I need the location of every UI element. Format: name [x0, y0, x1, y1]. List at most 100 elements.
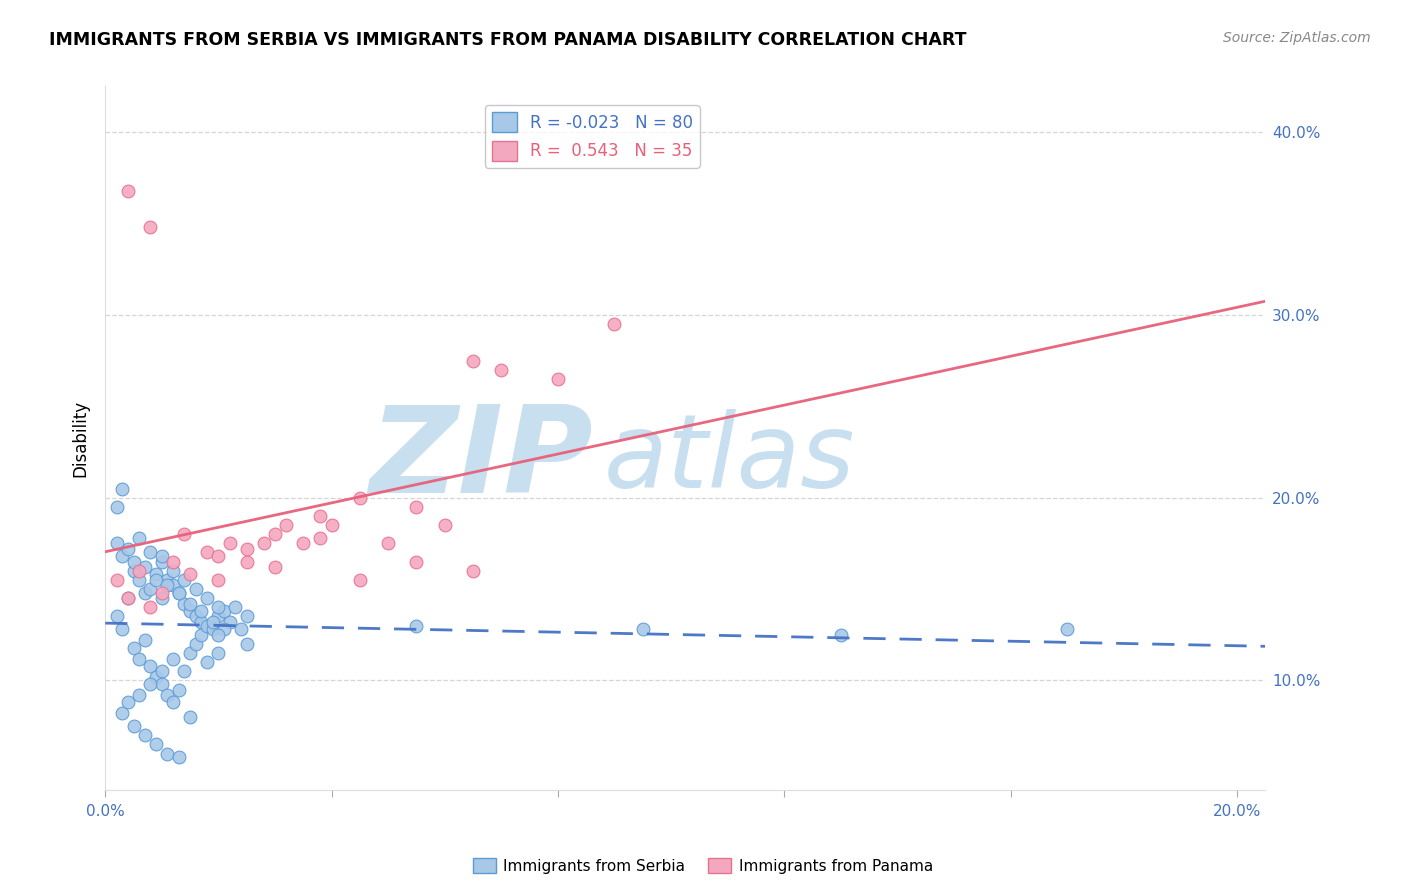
- Point: [235, 609, 257, 624]
- Point: [111, 706, 134, 721]
- Y-axis label: Disability: Disability: [72, 400, 89, 477]
- Point: [162, 695, 184, 709]
- Point: [405, 618, 427, 632]
- Point: [349, 491, 371, 505]
- Point: [195, 655, 218, 669]
- Point: [405, 555, 427, 569]
- Point: [461, 564, 484, 578]
- Point: [405, 500, 427, 514]
- Point: [190, 628, 212, 642]
- Point: [201, 615, 224, 629]
- Point: [111, 622, 134, 636]
- Point: [117, 541, 139, 556]
- Point: [461, 353, 484, 368]
- Point: [224, 600, 246, 615]
- Point: [207, 573, 229, 587]
- Point: [162, 578, 184, 592]
- Point: [139, 677, 162, 691]
- Point: [167, 585, 190, 599]
- Point: [547, 372, 569, 386]
- Point: [167, 585, 190, 599]
- Point: [207, 609, 229, 624]
- Point: [145, 670, 167, 684]
- Point: [212, 622, 235, 636]
- Point: [349, 573, 371, 587]
- Legend: Immigrants from Serbia, Immigrants from Panama: Immigrants from Serbia, Immigrants from …: [467, 852, 939, 880]
- Point: [122, 719, 145, 733]
- Point: [162, 651, 184, 665]
- Point: [156, 688, 179, 702]
- Point: [117, 184, 139, 198]
- Point: [207, 646, 229, 660]
- Point: [377, 536, 399, 550]
- Point: [1056, 622, 1078, 636]
- Point: [156, 578, 179, 592]
- Point: [309, 531, 332, 545]
- Point: [105, 573, 128, 587]
- Point: [433, 518, 456, 533]
- Point: [207, 628, 229, 642]
- Point: [150, 585, 173, 599]
- Point: [218, 536, 240, 550]
- Point: [150, 677, 173, 691]
- Point: [156, 747, 179, 761]
- Point: [229, 622, 252, 636]
- Point: [128, 651, 150, 665]
- Point: [235, 541, 257, 556]
- Point: [105, 536, 128, 550]
- Point: [321, 518, 343, 533]
- Point: [139, 545, 162, 559]
- Text: atlas: atlas: [605, 409, 855, 509]
- Point: [235, 555, 257, 569]
- Point: [128, 531, 150, 545]
- Point: [190, 615, 212, 629]
- Point: [128, 688, 150, 702]
- Point: [491, 362, 513, 376]
- Point: [117, 591, 139, 606]
- Point: [195, 618, 218, 632]
- Point: [111, 482, 134, 496]
- Point: [179, 597, 201, 611]
- Point: [179, 604, 201, 618]
- Point: [235, 637, 257, 651]
- Point: [179, 710, 201, 724]
- Point: [122, 564, 145, 578]
- Point: [128, 564, 150, 578]
- Point: [139, 658, 162, 673]
- Point: [631, 622, 654, 636]
- Point: [184, 609, 207, 624]
- Point: [292, 536, 315, 550]
- Point: [201, 622, 224, 636]
- Point: [111, 549, 134, 563]
- Point: [218, 615, 240, 629]
- Point: [139, 600, 162, 615]
- Point: [150, 549, 173, 563]
- Point: [145, 567, 167, 582]
- Point: [162, 564, 184, 578]
- Point: [173, 527, 195, 541]
- Text: Source: ZipAtlas.com: Source: ZipAtlas.com: [1223, 31, 1371, 45]
- Point: [122, 555, 145, 569]
- Point: [150, 665, 173, 679]
- Point: [134, 633, 156, 648]
- Point: [122, 640, 145, 655]
- Point: [162, 555, 184, 569]
- Point: [117, 695, 139, 709]
- Point: [145, 738, 167, 752]
- Text: ZIP: ZIP: [368, 401, 592, 518]
- Point: [105, 609, 128, 624]
- Legend: R = -0.023   N = 80, R =  0.543   N = 35: R = -0.023 N = 80, R = 0.543 N = 35: [485, 105, 700, 168]
- Point: [212, 604, 235, 618]
- Point: [603, 317, 626, 331]
- Point: [309, 508, 332, 523]
- Point: [173, 573, 195, 587]
- Point: [128, 573, 150, 587]
- Point: [134, 560, 156, 574]
- Point: [173, 597, 195, 611]
- Point: [253, 536, 276, 550]
- Point: [276, 518, 298, 533]
- Point: [134, 585, 156, 599]
- Point: [173, 665, 195, 679]
- Point: [145, 573, 167, 587]
- Point: [150, 591, 173, 606]
